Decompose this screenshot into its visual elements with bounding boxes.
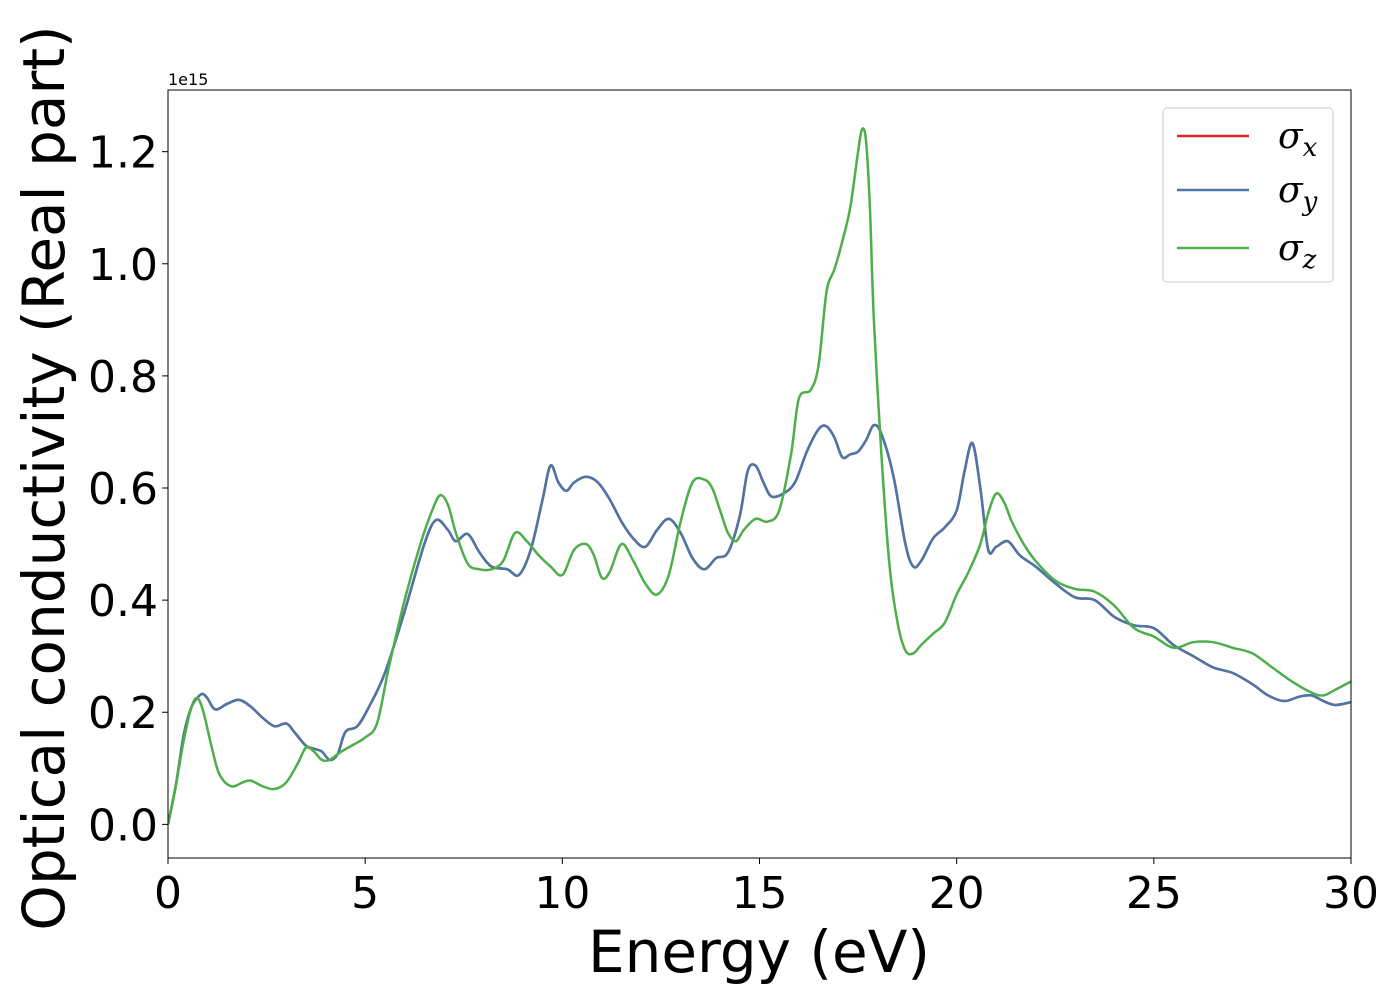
x-tick-label: 15 <box>732 868 788 919</box>
y-tick-label: 0.8 <box>88 352 158 403</box>
x-axis: 0 5 10 15 20 25 30 <box>154 858 1379 919</box>
y-axis: 0.0 0.2 0.4 0.6 0.8 1.0 1.2 <box>88 128 168 851</box>
legend-label-z: σz <box>1278 228 1317 275</box>
x-tick-label: 25 <box>1126 868 1182 919</box>
y-tick-label: 1.0 <box>88 240 158 291</box>
y-tick-label: 0.0 <box>88 800 158 851</box>
series-line-z <box>168 127 1351 825</box>
y-offset-text: 1e15 <box>168 70 208 89</box>
legend-label-y: σy <box>1278 170 1318 217</box>
series-line-y <box>168 423 1351 825</box>
y-axis-title: Optical conductivity (Real part) <box>10 25 78 930</box>
x-axis-title: Energy (eV) <box>588 918 930 986</box>
x-tick-label: 10 <box>534 868 590 919</box>
y-tick-label: 0.2 <box>88 688 158 739</box>
x-tick-label: 0 <box>154 868 182 919</box>
plot-lines <box>168 127 1351 825</box>
x-tick-label: 20 <box>929 868 985 919</box>
x-tick-label: 5 <box>351 868 379 919</box>
y-tick-label: 0.6 <box>88 464 158 515</box>
y-tick-label: 0.4 <box>88 576 158 627</box>
legend-label-x: σx <box>1278 116 1318 163</box>
y-tick-label: 1.2 <box>88 128 158 179</box>
x-tick-label: 30 <box>1323 868 1379 919</box>
legend-box <box>1162 107 1334 283</box>
legend: σx σy σz <box>1162 107 1334 283</box>
